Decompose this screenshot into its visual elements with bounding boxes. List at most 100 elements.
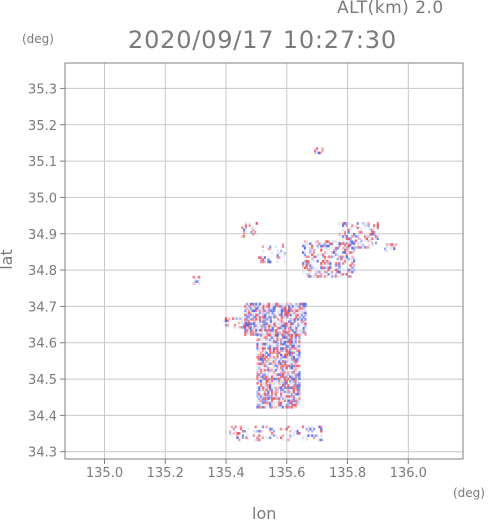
- echo-cell: [263, 386, 266, 389]
- echo-cell: [249, 315, 252, 319]
- echo-cell: [277, 311, 280, 315]
- echo-cell: [389, 243, 392, 246]
- echo-cell: [291, 340, 294, 344]
- echo-cell: [241, 319, 244, 323]
- echo-cell: [270, 358, 274, 361]
- echo-cell: [258, 338, 261, 341]
- echo-cell: [342, 237, 345, 240]
- echo-cell: [294, 373, 297, 376]
- echo-cell: [267, 436, 270, 440]
- echo-cell: [298, 373, 301, 376]
- echo-cell: [298, 349, 301, 352]
- echo-cell: [274, 379, 277, 383]
- echo-cell: [258, 334, 261, 337]
- echo-cell: [260, 254, 263, 257]
- echo-cell: [325, 270, 328, 274]
- echo-cell: [285, 364, 288, 368]
- echo-cell: [291, 381, 294, 385]
- echo-cell: [347, 222, 350, 225]
- echo-cell: [276, 347, 279, 350]
- echo-cell: [272, 434, 276, 437]
- echo-cell: [294, 399, 297, 402]
- echo-cell: [367, 226, 370, 230]
- echo-cell: [266, 333, 269, 336]
- echo-cell: [261, 397, 265, 400]
- echo-cell: [269, 377, 272, 381]
- echo-cell: [325, 268, 328, 272]
- echo-cell: [192, 275, 195, 279]
- echo-cell: [263, 368, 266, 372]
- echo-cell: [302, 318, 305, 321]
- echo-cell: [289, 347, 292, 350]
- echo-cell: [260, 368, 263, 372]
- echo-cell: [298, 309, 302, 312]
- echo-cell: [298, 320, 302, 323]
- echo-cell: [374, 241, 378, 245]
- echo-cell: [278, 351, 281, 355]
- echo-cell: [283, 405, 286, 409]
- echo-cell: [294, 377, 297, 381]
- echo-cell: [296, 388, 299, 392]
- echo-cell: [353, 233, 356, 236]
- echo-cell: [244, 224, 248, 227]
- echo-cell: [292, 344, 296, 348]
- echo-cell: [336, 246, 339, 250]
- echo-cell: [261, 381, 265, 385]
- echo-cell: [257, 322, 260, 325]
- echo-cell: [287, 358, 290, 361]
- echo-cell: [269, 366, 272, 370]
- echo-cell: [334, 253, 338, 256]
- echo-cell: [198, 280, 201, 283]
- echo-cell: [298, 384, 301, 387]
- echo-cell: [267, 362, 270, 365]
- echo-cell: [325, 275, 328, 278]
- echo-cell: [286, 307, 289, 310]
- echo-cell: [347, 235, 350, 238]
- echo-cell: [256, 403, 259, 407]
- echo-cell: [269, 360, 272, 363]
- echo-cell: [291, 328, 294, 332]
- echo-cell: [316, 270, 319, 274]
- echo-cell: [280, 309, 283, 312]
- echo-cell: [287, 360, 290, 363]
- echo-cell: [292, 355, 296, 359]
- echo-cell: [297, 309, 300, 312]
- echo-cell: [287, 371, 290, 374]
- echo-cell: [287, 347, 290, 350]
- echo-cell: [262, 331, 265, 334]
- echo-cell: [304, 302, 307, 306]
- echo-cell: [250, 434, 254, 437]
- echo-cell: [246, 320, 249, 323]
- echo-cell: [276, 251, 279, 255]
- echo-cell: [291, 377, 294, 381]
- echo-cell: [356, 246, 359, 249]
- echo-cell: [284, 324, 287, 328]
- echo-cell: [267, 307, 271, 310]
- echo-cell: [257, 318, 260, 321]
- echo-cell: [291, 390, 294, 394]
- echo-cell: [258, 311, 262, 315]
- echo-cell: [285, 366, 288, 370]
- echo-cell: [300, 304, 303, 308]
- echo-cell: [280, 379, 283, 383]
- echo-cell: [262, 311, 265, 315]
- echo-cell: [325, 240, 328, 243]
- echo-cell: [300, 333, 303, 336]
- echo-cell: [265, 397, 268, 400]
- echo-cell: [278, 349, 281, 352]
- echo-cell: [254, 429, 257, 433]
- echo-cell: [289, 375, 292, 379]
- echo-cell: [347, 228, 350, 232]
- echo-cell: [269, 395, 272, 398]
- echo-cell: [289, 364, 292, 368]
- echo-cell: [307, 272, 310, 276]
- echo-cell: [294, 364, 297, 368]
- echo-cell: [256, 368, 259, 372]
- echo-cell: [297, 322, 300, 325]
- echo-cell: [342, 268, 345, 272]
- echo-cell: [283, 377, 286, 381]
- echo-cell: [295, 307, 298, 310]
- echo-cell: [260, 315, 263, 319]
- echo-cell: [278, 304, 282, 308]
- echo-cell: [266, 315, 269, 319]
